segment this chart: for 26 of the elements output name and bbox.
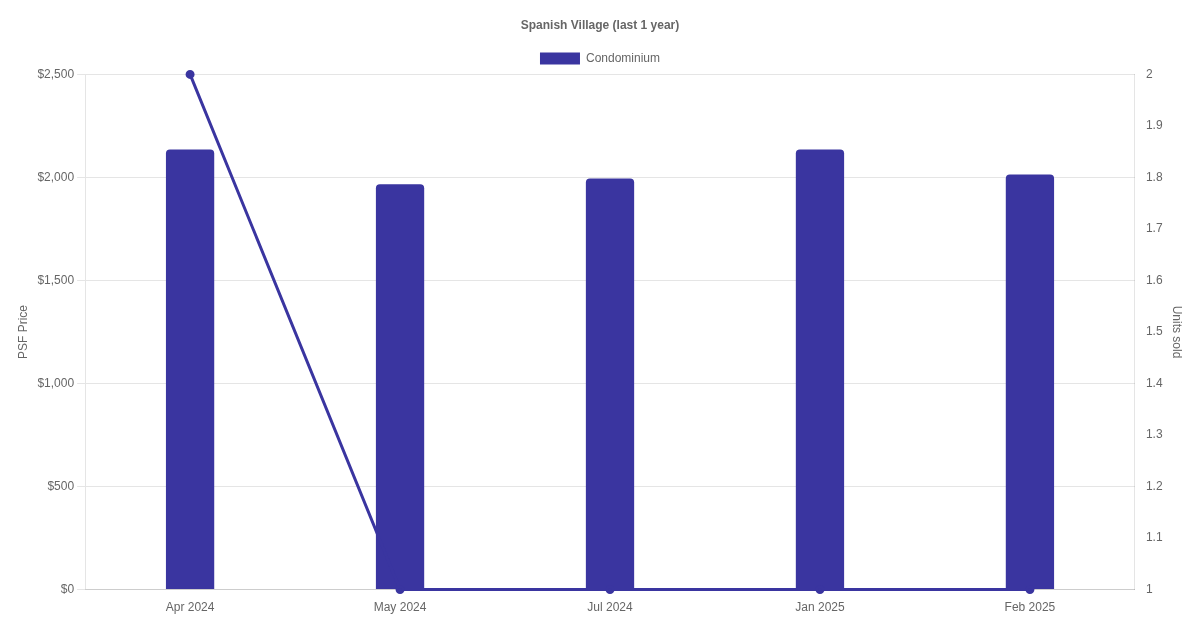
x-tick-label: Feb 2025 <box>1004 600 1056 615</box>
chart-title: Spanish Village (last 1 year) <box>520 17 680 32</box>
y2-tick-label: 1.3 <box>1145 427 1163 442</box>
y2-axis-title: Units sold <box>1170 305 1185 359</box>
y-axis-title: PSF Price <box>15 304 30 360</box>
x-tick-label: Jan 2025 <box>795 600 845 615</box>
y2-tick-label: 1 <box>1145 581 1153 596</box>
y2-tick-label: 1.9 <box>1145 118 1163 133</box>
x-tick-label: Jul 2024 <box>587 600 634 615</box>
y-tick-label: $2,500 <box>37 66 75 81</box>
y2-tick-label: 1.7 <box>1145 221 1163 236</box>
y-tick-label: $0 <box>60 581 75 596</box>
x-tick-label: May 2024 <box>373 600 427 615</box>
y-tick-label: $1,000 <box>37 375 75 390</box>
y-tick-label: $1,500 <box>37 272 75 287</box>
y2-tick-label: 1.2 <box>1145 478 1163 493</box>
y-tick-label: $2,000 <box>37 169 75 184</box>
legend-label: Condominium <box>585 50 661 65</box>
y-tick-label: $500 <box>47 478 75 493</box>
y2-tick-label: 1.8 <box>1145 169 1163 184</box>
y2-tick-label: 1.6 <box>1145 272 1163 287</box>
y2-tick-label: 2 <box>1145 66 1153 81</box>
y2-tick-label: 1.4 <box>1145 375 1163 390</box>
y2-tick-label: 1.1 <box>1145 530 1163 545</box>
y2-tick-label: 1.5 <box>1145 324 1163 339</box>
x-tick-label: Apr 2024 <box>165 600 215 615</box>
